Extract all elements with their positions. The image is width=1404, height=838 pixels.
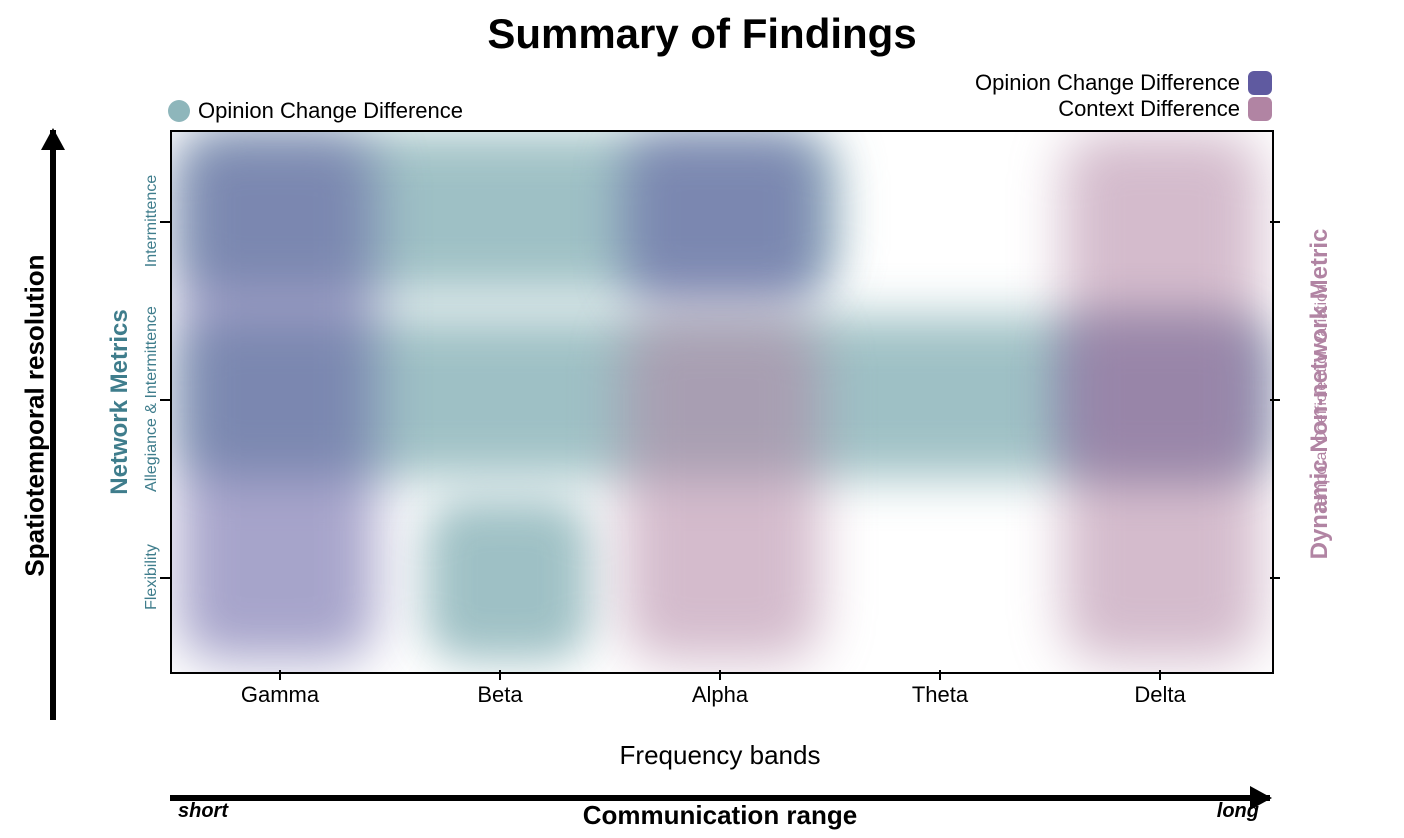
legend-right: Opinion Change Difference Context Differ… [975,70,1272,122]
y-arrow [50,130,56,720]
non-network-metric-sub: Temporal Coefficient of Variation [1313,249,1331,549]
legend-right-label-0: Opinion Change Difference [975,70,1240,96]
y-tick-mark [160,577,170,579]
network-metrics-title: Network Metrics [106,292,134,512]
y-tick-label: Flexibility [143,477,161,677]
chart-title: Summary of Findings [0,10,1404,58]
x-tick-mark [499,670,501,680]
x-tick-label: Alpha [692,682,748,708]
y-tick-mark [1270,221,1280,223]
legend-left: Opinion Change Difference [168,98,463,124]
heat-blob [1063,132,1261,661]
heat-blob [425,499,590,661]
heat-blob [623,132,821,305]
y-tick-mark [160,221,170,223]
y-tick-mark [1270,577,1280,579]
x-arrow-left-tag: short [178,800,228,823]
x-tick-label: Gamma [241,682,319,708]
legend-right-label-1: Context Difference [1058,96,1240,122]
x-axis-label: Frequency bands [170,740,1270,771]
legend-swatch-icon [168,100,190,122]
x-tick-label: Beta [477,682,522,708]
heat-blob [623,316,821,662]
y-tick-label: Allegiance & Intermittence [143,299,161,499]
x-tick-label: Delta [1134,682,1185,708]
y-tick-label: Intermittence [143,121,161,321]
heat-blob [178,132,376,661]
plot-area [170,130,1274,674]
legend-swatch-icon [1248,71,1272,95]
x-arrow-right-tag: long [1217,800,1259,823]
y-tick-mark [160,399,170,401]
legend-swatch-icon [1248,97,1272,121]
x-arrow-label: Communication range [170,800,1270,831]
legend-left-label: Opinion Change Difference [198,98,463,124]
x-tick-mark [279,670,281,680]
y-tick-mark [1270,399,1280,401]
x-tick-mark [939,670,941,680]
x-tick-label: Theta [912,682,968,708]
x-tick-mark [719,670,721,680]
x-tick-mark [1159,670,1161,680]
y-arrow-label: Spatiotemporal resolution [20,251,51,581]
